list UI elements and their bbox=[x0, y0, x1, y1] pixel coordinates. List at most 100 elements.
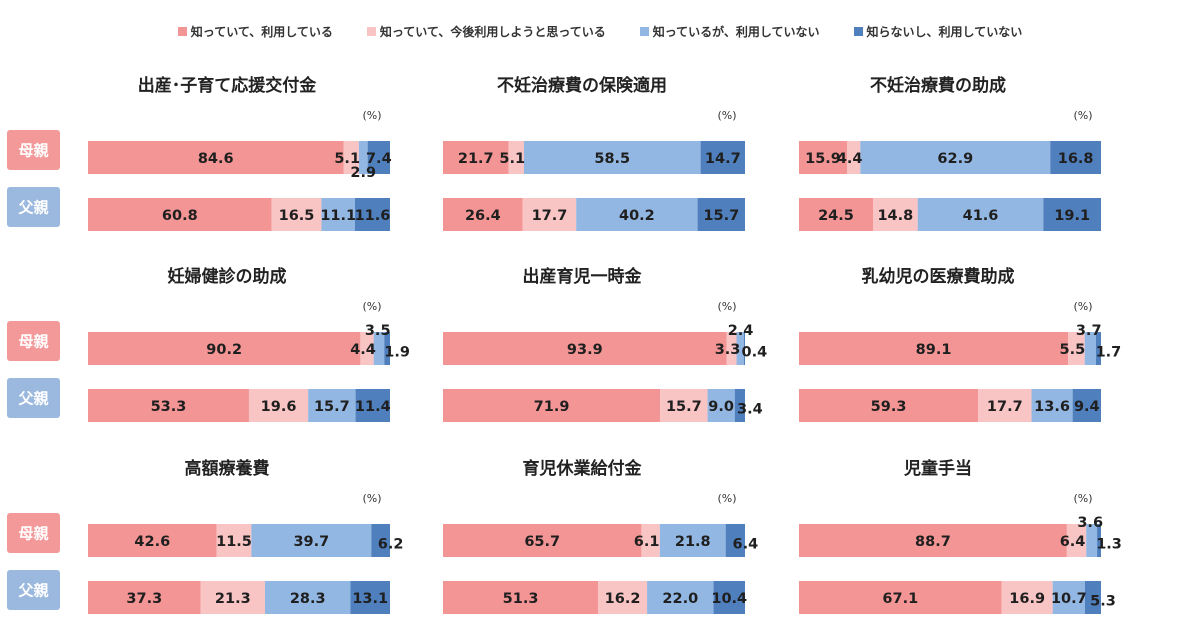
bar-segment bbox=[847, 141, 861, 174]
legend-item-1: 知っていて、利用している bbox=[177, 22, 333, 40]
row-label-mother: 母親 bbox=[7, 130, 60, 170]
bar-segment bbox=[713, 581, 745, 614]
bar-segment bbox=[799, 198, 873, 231]
chart-title: 高額療養費 bbox=[185, 458, 270, 479]
bar-segment bbox=[743, 332, 745, 365]
data-label: 71.9 bbox=[534, 399, 570, 415]
data-label: 60.8 bbox=[162, 208, 198, 224]
bar-segment bbox=[726, 332, 737, 365]
data-label: 19.6 bbox=[261, 399, 297, 415]
unit-label: (%) bbox=[362, 300, 381, 313]
data-label: 22.0 bbox=[662, 591, 698, 607]
bar-segment bbox=[647, 581, 714, 614]
chart-panel-1: 出産･子育て応援交付金 (%) 84.6 5.12.97.4 60.8 16.5 11.11… bbox=[88, 75, 392, 231]
data-label: 21.8 bbox=[675, 534, 711, 550]
data-label: 17.7 bbox=[987, 399, 1023, 415]
data-label: 2.4 bbox=[728, 323, 754, 339]
data-label: 67.1 bbox=[882, 591, 918, 607]
bar-segment bbox=[443, 332, 727, 365]
bar-segment bbox=[598, 581, 648, 614]
data-label: 2.9 bbox=[350, 165, 376, 181]
bar-segment bbox=[248, 389, 309, 422]
bar-segment bbox=[917, 198, 1044, 231]
bar-segment bbox=[88, 198, 272, 231]
data-label: 10.4 bbox=[711, 591, 747, 607]
data-label: 17.7 bbox=[532, 208, 568, 224]
bar-segment bbox=[1097, 524, 1101, 557]
chart-panel-7: 高額療養費 (%) 42.6 11.5 39.7 6.2 37.3 21.3 28.3 13.1 bbox=[88, 458, 403, 614]
bar-segment bbox=[660, 389, 708, 422]
chart-title: 乳幼児の医療費助成 bbox=[862, 266, 1015, 287]
data-label: 21.3 bbox=[215, 591, 251, 607]
chart-title: 不妊治療費の保険適用 bbox=[497, 75, 667, 96]
bar-segment bbox=[355, 389, 390, 422]
data-label: 7.4 bbox=[366, 151, 392, 167]
data-label: 11.1 bbox=[320, 208, 356, 224]
bar-segment bbox=[799, 389, 979, 422]
data-label: 65.7 bbox=[524, 534, 560, 550]
bar-segment bbox=[1095, 332, 1101, 365]
row-label-father: 父親 bbox=[7, 570, 60, 610]
row-label-text: 母親 bbox=[18, 333, 48, 351]
chart-panel-5: 出産育児一時金 (%) 93.9 3.3 2.4 0.4 71.9 15.7 9.0 3.4 bbox=[443, 266, 767, 422]
bar-segment bbox=[576, 198, 698, 231]
data-label: 39.7 bbox=[293, 534, 329, 550]
unit-label: (%) bbox=[362, 492, 381, 505]
bar-segment bbox=[343, 141, 359, 174]
legend-label: 知っているが、利用していない bbox=[652, 24, 820, 39]
data-label: 19.1 bbox=[1054, 208, 1090, 224]
bar-segment bbox=[523, 141, 701, 174]
unit-label: (%) bbox=[1073, 300, 1092, 313]
chart-title: 出産･子育て応援交付金 bbox=[138, 75, 317, 96]
row-label-text: 父親 bbox=[17, 582, 48, 600]
data-label: 9.4 bbox=[1074, 399, 1100, 415]
legend-label: 知らないし、利用していない bbox=[866, 24, 1023, 39]
legend-item-4: 知らないし、利用していない bbox=[853, 22, 1023, 40]
data-label: 14.8 bbox=[877, 208, 913, 224]
bar-segment bbox=[1084, 332, 1096, 365]
bar-segment bbox=[308, 389, 356, 422]
data-label: 9.0 bbox=[708, 399, 734, 415]
chart-panel-9: 児童手当 (%) 88.7 6.4 3.6 1.3 67.1 16.9 10.7 5.3 bbox=[799, 458, 1122, 614]
data-label: 4.4 bbox=[350, 342, 376, 358]
data-label: 3.3 bbox=[715, 342, 741, 358]
legend-swatch bbox=[639, 26, 649, 36]
row-label-father: 父親 bbox=[7, 378, 60, 418]
data-label: 4.4 bbox=[837, 151, 863, 167]
bar-segment bbox=[251, 524, 372, 557]
bar-segment bbox=[443, 389, 661, 422]
bar-segment bbox=[707, 389, 735, 422]
unit-label: (%) bbox=[717, 109, 736, 122]
unit-label: (%) bbox=[717, 300, 736, 313]
data-label: 1.9 bbox=[384, 345, 410, 361]
row-label-mother: 母親 bbox=[7, 513, 60, 553]
bar-segment bbox=[700, 141, 745, 174]
data-label: 5.1 bbox=[334, 151, 360, 167]
unit-label: (%) bbox=[1073, 109, 1092, 122]
data-label: 6.2 bbox=[378, 537, 404, 553]
bar-segment bbox=[358, 141, 368, 174]
bar-segment bbox=[360, 332, 374, 365]
bar-segment bbox=[321, 198, 355, 231]
data-label: 11.6 bbox=[355, 208, 391, 224]
data-label: 53.3 bbox=[151, 399, 187, 415]
bar-segment bbox=[1052, 581, 1085, 614]
data-label: 15.7 bbox=[703, 208, 739, 224]
data-label: 15.7 bbox=[314, 399, 350, 415]
bar-segment bbox=[264, 581, 351, 614]
data-label: 6.4 bbox=[732, 537, 758, 553]
row-label-text: 母親 bbox=[18, 525, 48, 543]
chart-panel-6: 乳幼児の医療費助成 (%) 89.1 5.5 3.7 1.7 59.3 17.7 13.6 9.4 bbox=[799, 266, 1121, 422]
chart-panel-3: 不妊治療費の助成 (%) 15.94.4 62.9 16.8 24.5 14.8 41.6 19… bbox=[799, 75, 1101, 231]
data-label: 62.9 bbox=[937, 151, 973, 167]
bar-segment bbox=[88, 389, 249, 422]
data-label: 5.3 bbox=[1090, 594, 1116, 610]
legend-swatch bbox=[366, 26, 376, 36]
bar-segment bbox=[799, 524, 1067, 557]
bar-segment bbox=[88, 524, 217, 557]
bar-segment bbox=[350, 581, 390, 614]
legend-swatch bbox=[177, 26, 187, 36]
data-label: 16.5 bbox=[279, 208, 315, 224]
bar-segment bbox=[443, 141, 509, 174]
